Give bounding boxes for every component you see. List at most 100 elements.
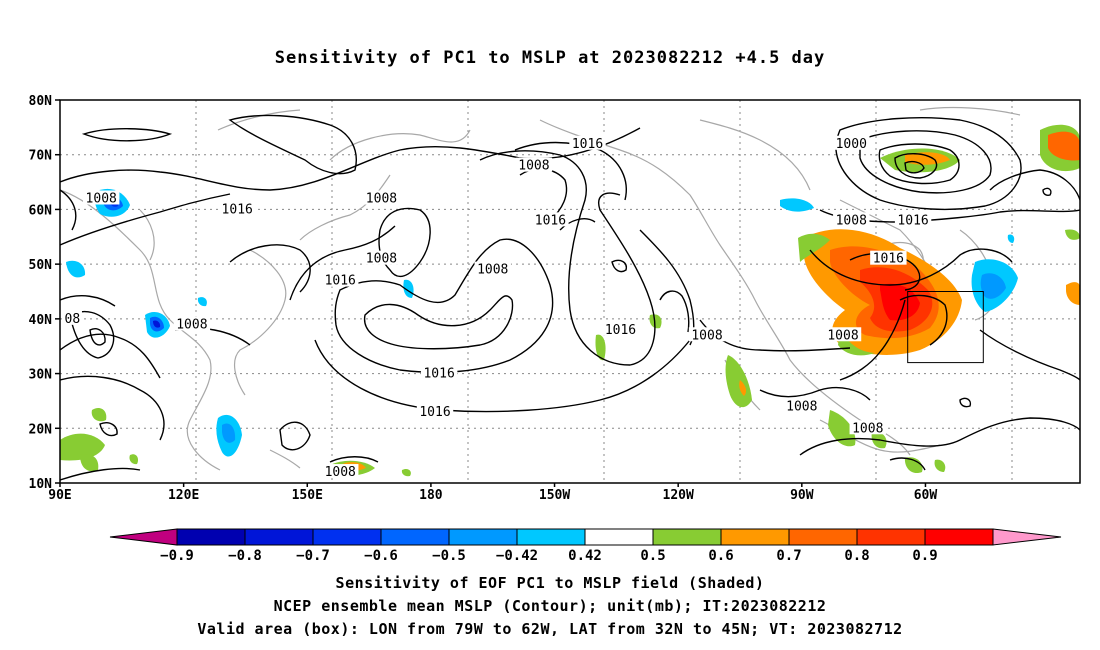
- colorbar-low-extension: [109, 528, 178, 546]
- contour-label-bg: [83, 190, 120, 205]
- contour-label-bg: [474, 261, 511, 276]
- colorbar-label: 0.7: [776, 548, 801, 564]
- colorbar-swatch: [924, 528, 994, 546]
- contour-label: 1008: [86, 191, 117, 206]
- contour-label-bg: [416, 403, 454, 418]
- colorbar-swatch: [788, 528, 858, 546]
- lat-label-80N: 80N: [29, 94, 53, 109]
- contour-label-bg: [833, 135, 870, 150]
- contour-label-bg: [894, 212, 932, 227]
- contour-label: 1008: [852, 421, 883, 436]
- contour-label: 1008: [691, 328, 722, 343]
- lat-label-40N: 40N: [29, 313, 53, 328]
- colorbar-swatch: [176, 528, 246, 546]
- contour-label-bg: [515, 157, 553, 172]
- contour-label-bg: [870, 250, 907, 265]
- contour-label-bg: [824, 327, 862, 342]
- colorbar-swatch: [516, 528, 586, 546]
- lat-label-10N: 10N: [29, 477, 53, 492]
- contour-label-bg: [783, 398, 821, 413]
- colorbar-swatch: [380, 528, 450, 546]
- colorbar-swatch: [720, 528, 790, 546]
- lon-label-150E: 150E: [292, 488, 323, 503]
- colorbar-label: −0.8: [228, 548, 262, 564]
- contour-label-bg: [849, 420, 886, 435]
- lon-label-180: 180: [419, 488, 443, 503]
- contour-label: 1008: [477, 263, 508, 278]
- contour-label-bg: [602, 321, 639, 336]
- lon-label-150W: 150W: [539, 488, 570, 503]
- lon-label-90W: 90W: [790, 488, 814, 503]
- colorbar-label: −0.5: [432, 548, 466, 564]
- colorbar-swatch: [244, 528, 314, 546]
- lon-label-90E: 90E: [48, 488, 71, 503]
- colorbar-label: −0.42: [496, 548, 538, 564]
- contour-label: 1008: [325, 465, 356, 480]
- contour-label: 1008: [836, 213, 867, 228]
- map-frame: [59, 99, 1081, 484]
- colorbar-label: 0.6: [708, 548, 733, 564]
- lat-label-60N: 60N: [29, 203, 53, 218]
- lon-label-60W: 60W: [914, 488, 938, 503]
- colorbar-swatch: [856, 528, 926, 546]
- colorbar-label: −0.7: [296, 548, 330, 564]
- contour-label-bg: [322, 464, 359, 479]
- sensitivity-shading: [60, 124, 1080, 477]
- contour-label-bg: [363, 250, 400, 265]
- contour-label: 1016: [897, 213, 928, 228]
- colorbar-label: −0.9: [160, 548, 194, 564]
- contour-label: 1008: [518, 159, 549, 174]
- contour-label-bg: [420, 365, 458, 380]
- contour-label-bg: [322, 272, 359, 287]
- colorbar-label: 0.8: [844, 548, 869, 564]
- lat-label-50N: 50N: [29, 258, 53, 273]
- colorbar-swatch: [448, 528, 518, 546]
- colorbar-swatch: [584, 528, 654, 546]
- contour-label: 1016: [222, 202, 253, 217]
- contour-label-bg: [173, 316, 211, 331]
- lon-label-120W: 120W: [663, 488, 694, 503]
- colorbar-swatch: [312, 528, 382, 546]
- contour-label-bg: [363, 190, 400, 205]
- contour-label: 08: [65, 312, 81, 327]
- lat-label-20N: 20N: [29, 422, 53, 437]
- colorbar-high-extension: [992, 528, 1062, 546]
- colorbar-label: 0.42: [568, 548, 602, 564]
- contour-label: 1008: [786, 399, 817, 414]
- colorbar: −0.9 −0.8 −0.7 −0.6 −0.5 −0.42 0.42 0.5 0.6 0.7 0.…: [109, 528, 1062, 564]
- colorbar-label: 0.9: [912, 548, 937, 564]
- lat-label-30N: 30N: [29, 368, 53, 383]
- longitude-labels: 90E 120E 150E 180 150W 120W 90W 60W: [48, 483, 937, 503]
- contour-label: 1000: [836, 137, 867, 152]
- contour-label-bg: [833, 212, 870, 227]
- latitude-labels: 80N 70N 60N 50N 40N 30N 20N 10N: [29, 94, 60, 492]
- footer-line-shading: Sensitivity of EOF PC1 to MSLP field (Sh…: [335, 574, 765, 592]
- lat-label-70N: 70N: [29, 149, 53, 164]
- contour-label-bg: [569, 135, 606, 150]
- footer-line-valid-area: Valid area (box): LON from 79W to 62W, L…: [197, 620, 903, 638]
- contour-label: 1008: [827, 328, 858, 343]
- contour-label: 1016: [325, 274, 356, 289]
- contour-label: 1016: [535, 213, 566, 228]
- contour-label: 1008: [176, 317, 207, 332]
- contour-label: 1016: [873, 252, 904, 267]
- contour-labels: 1016 1008 1000 1008 1016 1008 1016 1008 1016 1016…: [62, 135, 932, 480]
- contour-label: 1016: [605, 323, 636, 338]
- contour-label: 1016: [423, 367, 454, 382]
- colorbar-label: 0.5: [640, 548, 665, 564]
- contour-label: 1016: [419, 405, 450, 420]
- footer-line-contour: NCEP ensemble mean MSLP (Contour); unit(…: [273, 597, 827, 615]
- page-title: Sensitivity of PC1 to MSLP at 2023082212…: [274, 48, 826, 68]
- contour-label-bg: [688, 327, 726, 342]
- contour-label: 1008: [366, 252, 397, 267]
- lon-label-120E: 120E: [168, 488, 199, 503]
- contour-label: 1008: [366, 191, 397, 206]
- colorbar-label: −0.6: [364, 548, 398, 564]
- contour-label-bg: [62, 310, 82, 325]
- contour-label-bg: [532, 212, 569, 227]
- colorbar-swatch: [652, 528, 722, 546]
- valid-area-box: [907, 291, 984, 364]
- contour-label: 1016: [572, 137, 603, 152]
- contour-label-bg: [219, 201, 256, 216]
